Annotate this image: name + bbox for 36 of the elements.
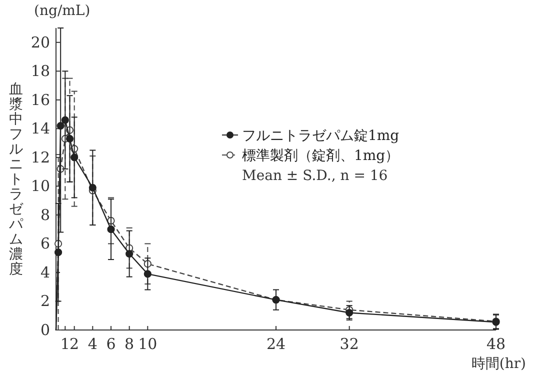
y-tick-label: 20 xyxy=(30,33,50,52)
x-tick-label: 32 xyxy=(340,335,359,353)
point xyxy=(88,184,96,192)
y-tick-label: 16 xyxy=(30,90,50,109)
x-axis-title: 時間(hr) xyxy=(471,356,526,372)
point xyxy=(66,134,74,143)
annotation: Mean ± S.D., n = 16 xyxy=(242,168,388,184)
x-tick-label: 2 xyxy=(70,335,80,353)
x-tick-label: 8 xyxy=(124,335,134,353)
x-tick-label: 24 xyxy=(266,335,286,353)
point xyxy=(107,226,115,234)
point xyxy=(126,250,134,258)
text: (ng/mL) xyxy=(34,3,90,19)
x-tick-label: 48 xyxy=(486,335,506,353)
y-tick-label: 0 xyxy=(40,321,50,339)
point xyxy=(54,248,62,256)
y-tick-label: 12 xyxy=(30,148,50,166)
y-tick-label: 8 xyxy=(40,206,50,224)
text: 血漿中フルニトラゼパム濃度 xyxy=(9,82,23,278)
x-tick-label: 1 xyxy=(60,335,70,353)
point xyxy=(144,270,152,278)
legend-label: 標準製剤（錠剤、1mg） xyxy=(242,148,400,164)
point xyxy=(61,116,69,124)
point xyxy=(70,154,78,162)
point xyxy=(346,308,354,317)
y-tick-label: 10 xyxy=(30,177,50,196)
y-tick-label: 2 xyxy=(40,292,50,310)
y-tick-label: 18 xyxy=(30,62,50,80)
legend-label: フルニトラゼパム錠1mg xyxy=(242,128,400,144)
point xyxy=(56,122,64,130)
x-tick-label: 6 xyxy=(106,335,116,353)
y-tick-label: 14 xyxy=(30,120,50,138)
y-tick-label: 6 xyxy=(40,234,50,253)
x-tick-label: 4 xyxy=(88,335,98,353)
x-tick-label: 10 xyxy=(138,335,158,353)
y-tick-label: 4 xyxy=(40,263,50,282)
